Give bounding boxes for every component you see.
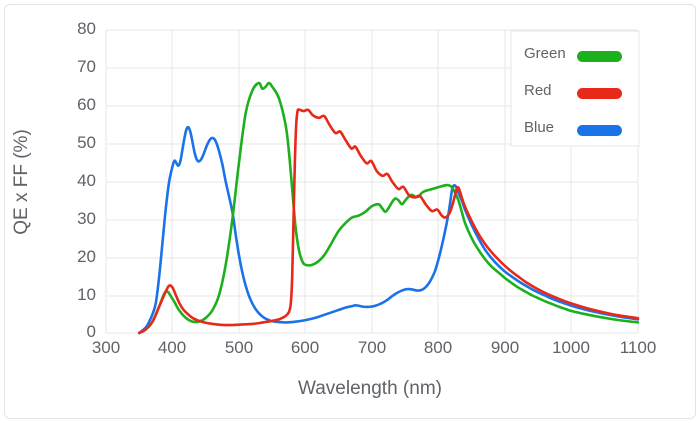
svg-text:70: 70: [77, 57, 96, 76]
svg-text:800: 800: [424, 338, 452, 357]
svg-text:Red: Red: [524, 82, 552, 99]
svg-text:600: 600: [291, 338, 319, 357]
svg-text:400: 400: [158, 338, 186, 357]
svg-text:1100: 1100: [620, 338, 657, 357]
svg-text:700: 700: [358, 338, 386, 357]
svg-text:30: 30: [77, 209, 96, 228]
svg-text:60: 60: [77, 95, 96, 114]
svg-text:Green: Green: [524, 45, 566, 62]
svg-text:900: 900: [491, 338, 519, 357]
svg-text:Wavelength (nm): Wavelength (nm): [298, 378, 442, 399]
svg-text:20: 20: [77, 247, 96, 266]
svg-text:QE x FF (%): QE x FF (%): [11, 129, 32, 235]
svg-text:50: 50: [77, 133, 96, 152]
svg-text:10: 10: [77, 285, 96, 304]
svg-text:500: 500: [225, 338, 253, 357]
svg-text:300: 300: [92, 338, 120, 357]
svg-text:80: 80: [77, 19, 96, 38]
svg-text:1000: 1000: [552, 338, 590, 357]
svg-text:40: 40: [77, 171, 96, 190]
svg-text:Blue: Blue: [524, 119, 554, 136]
